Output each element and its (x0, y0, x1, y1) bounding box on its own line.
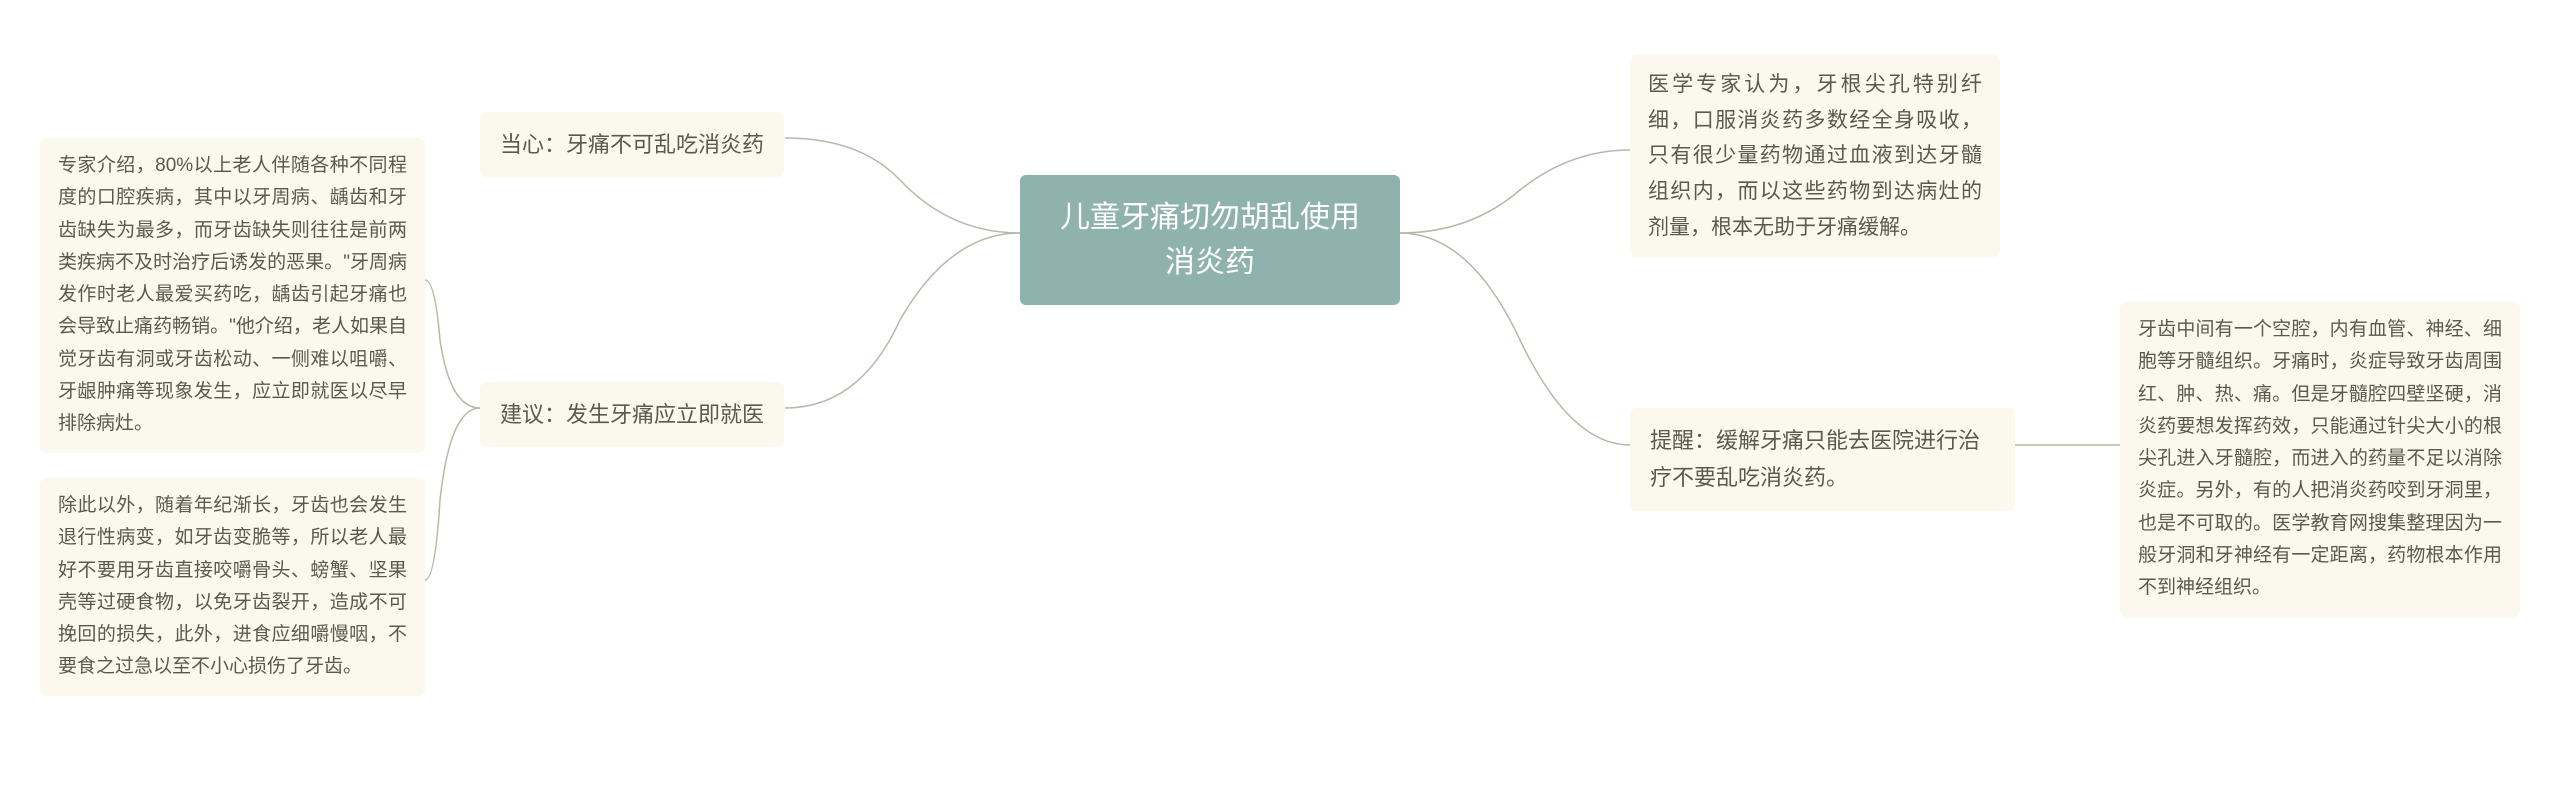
left-branch-1-label: 当心：牙痛不可乱吃消炎药 (500, 132, 764, 157)
right-leaf-1: 医学专家认为，牙根尖孔特别纤细，口服消炎药多数经全身吸收，只有很少量药物通过血液… (1630, 55, 2000, 257)
center-text: 儿童牙痛切勿胡乱使用消炎药 (1060, 201, 1360, 279)
left-branch-1: 当心：牙痛不可乱吃消炎药 (480, 112, 784, 177)
left-branch-2: 建议：发生牙痛应立即就医 (480, 382, 784, 447)
left-leaf-1-text: 专家介绍，80%以上老人伴随各种不同程度的口腔疾病，其中以牙周病、龋齿和牙齿缺失… (58, 155, 407, 434)
left-leaf-2: 除此以外，随着年纪渐长，牙齿也会发生退行性病变，如牙齿变脆等，所以老人最好不要用… (40, 478, 425, 696)
left-leaf-2-text: 除此以外，随着年纪渐长，牙齿也会发生退行性病变，如牙齿变脆等，所以老人最好不要用… (58, 495, 407, 677)
center-node: 儿童牙痛切勿胡乱使用消炎药 (1020, 175, 1400, 305)
right-leaf-2: 牙齿中间有一个空腔，内有血管、神经、细胞等牙髓组织。牙痛时，炎症导致牙齿周围红、… (2120, 302, 2520, 617)
right-leaf-2-text: 牙齿中间有一个空腔，内有血管、神经、细胞等牙髓组织。牙痛时，炎症导致牙齿周围红、… (2138, 319, 2502, 598)
right-branch-2: 提醒：缓解牙痛只能去医院进行治疗不要乱吃消炎药。 (1630, 408, 2015, 511)
right-leaf-1-text: 医学专家认为，牙根尖孔特别纤细，口服消炎药多数经全身吸收，只有很少量药物通过血液… (1648, 73, 1982, 239)
left-leaf-1: 专家介绍，80%以上老人伴随各种不同程度的口腔疾病，其中以牙周病、龋齿和牙齿缺失… (40, 138, 425, 453)
right-branch-2-label: 提醒：缓解牙痛只能去医院进行治疗不要乱吃消炎药。 (1650, 428, 1980, 490)
left-branch-2-label: 建议：发生牙痛应立即就医 (500, 402, 764, 427)
